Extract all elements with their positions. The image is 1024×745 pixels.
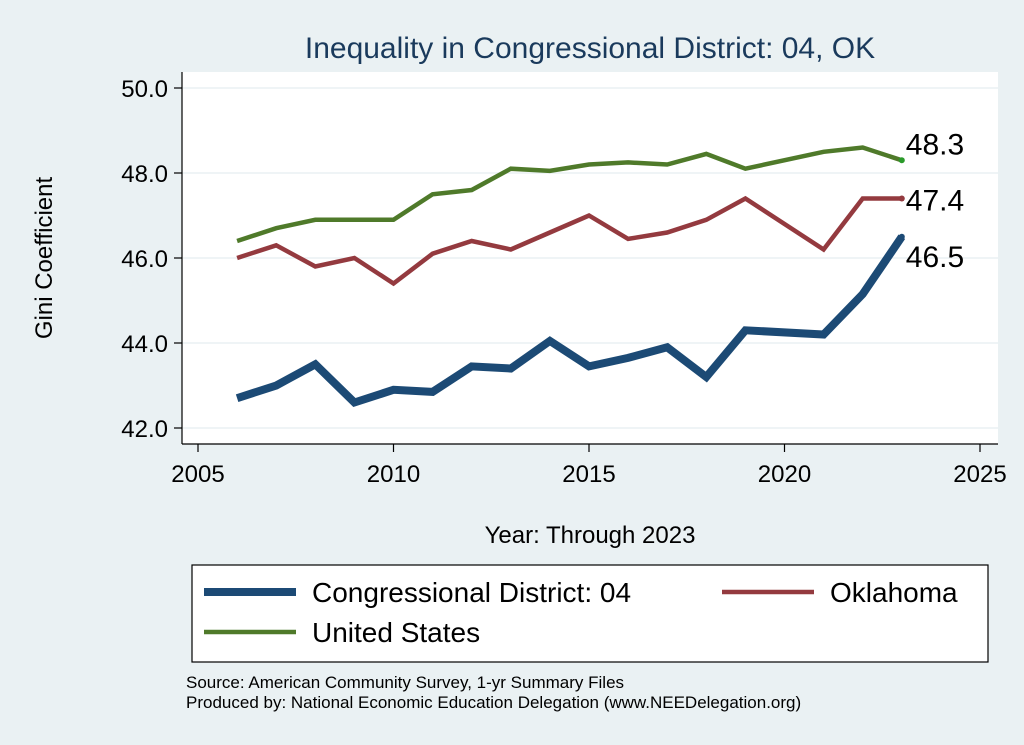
y-axis-ticks: 42.0 44.0 46.0 48.0 50.0 [121,76,182,443]
series-line-cd [235,234,906,408]
legend-label-cd: Congressional District: 04 [312,577,631,608]
x-axis-title: Year: Through 2023 [485,522,696,549]
x-tick-label: 2010 [367,461,420,488]
y-tick-label: 42.0 [121,416,168,443]
y-tick-label: 46.0 [121,246,168,273]
legend: Congressional District: 04 Oklahoma United… [204,577,958,648]
legend-label-us: United States [312,617,480,648]
x-tick-label: 2025 [953,461,1006,488]
series-end-point [898,157,905,164]
end-label-ok: 47.4 [906,185,964,218]
series-line-us [236,145,903,244]
x-tick-label: 2020 [758,461,811,488]
produced-by-note: Produced by: National Economic Education… [186,693,801,712]
series-end-point [898,195,905,202]
source-note: Source: American Community Survey, 1-yr … [186,673,624,692]
x-tick-label: 2005 [171,461,224,488]
gridlines [182,87,998,429]
legend-label-ok: Oklahoma [830,577,958,608]
legend-box [191,564,989,663]
x-axis-ticks: 2005 2010 2015 2020 2025 [171,444,1007,488]
y-tick-label: 44.0 [121,331,168,358]
x-tick-label: 2015 [562,461,615,488]
y-tick-label: 50.0 [121,76,168,103]
y-axis-title: Gini Coefficient [31,177,58,340]
series-layer [235,145,906,408]
chart-title: Inequality in Congressional District: 04… [305,32,875,65]
end-label-us: 48.3 [906,128,964,161]
end-label-cd: 46.5 [906,241,964,274]
end-labels: 48.3 47.4 46.5 [906,128,964,274]
series-line-ok [236,195,902,287]
y-tick-label: 48.0 [121,161,168,188]
series-end-point [898,233,905,240]
